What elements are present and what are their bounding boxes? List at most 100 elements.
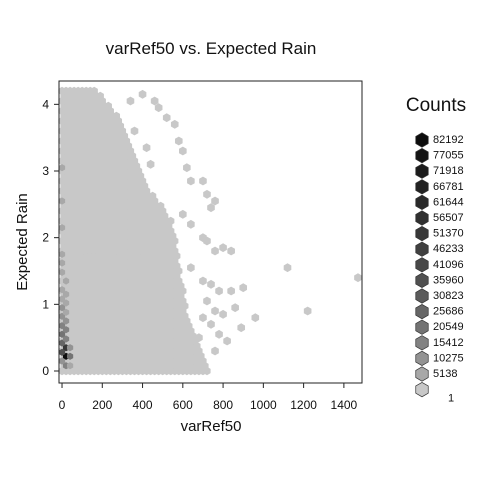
legend-label: 56507: [433, 212, 464, 224]
hex-bin-outlier: [203, 189, 211, 199]
hex-bin-outlier: [199, 176, 207, 186]
hex-bin-outlier: [130, 126, 139, 136]
hex-bin-outlier: [231, 303, 239, 313]
legend-swatch: [415, 303, 429, 320]
hex-bin-dense: [58, 322, 66, 330]
hex-bin-outlier: [207, 319, 215, 329]
legend-label: 15412: [433, 337, 464, 349]
x-tick-label: 1400: [331, 398, 358, 412]
x-axis-label: varRef50: [181, 418, 242, 435]
hex-bin: [96, 91, 104, 101]
hex-bin-outlier: [251, 313, 260, 323]
hex-bin-dense: [58, 286, 66, 294]
legend-label: 61644: [433, 196, 464, 208]
legend-swatch: [415, 147, 429, 164]
legend-swatch: [415, 179, 429, 195]
hex-bin-outlier: [195, 333, 203, 343]
legend-swatch: [415, 319, 429, 335]
hex-bin-outlier: [142, 143, 151, 153]
hex-bin-outlier: [150, 96, 159, 106]
legend-swatch: [415, 210, 429, 226]
legend-swatch: [415, 225, 429, 242]
hex-bin-outlier: [227, 246, 235, 256]
hex-bin-outlier: [187, 263, 195, 273]
hex-bin-outlier: [183, 163, 191, 173]
x-tick-label: 1000: [250, 398, 277, 412]
legend-label: 82192: [433, 134, 464, 146]
hex-bin: [167, 216, 175, 226]
legend-swatch: [415, 381, 429, 398]
legend-swatch: [415, 366, 429, 382]
legend-label: 51370: [433, 228, 464, 240]
hex-bin-outlier: [303, 306, 312, 316]
legend-label: 41096: [433, 259, 464, 271]
hex-bin: [104, 101, 112, 111]
hex-bin-outlier: [211, 306, 219, 316]
y-tick-label: 2: [42, 231, 49, 245]
hex-bin-outlier: [207, 279, 215, 289]
hex-bin-dense: [58, 348, 66, 356]
hex-bin-dense: [62, 277, 70, 285]
hex-bin-outlier: [162, 113, 171, 123]
hex-bin-dense: [58, 164, 66, 172]
hex-bin-dense: [58, 330, 66, 338]
hex-bin-outlier: [219, 243, 227, 253]
hex-bin-outlier: [187, 219, 195, 229]
hex-bin-dense: [58, 268, 66, 276]
legend-swatch: [415, 194, 429, 211]
x-axis: 0 200 400 600 800 1000 1200 1400: [59, 383, 358, 412]
hex-bin-outlier: [170, 119, 179, 129]
legend-label: 77055: [433, 150, 464, 162]
hex-bin-outlier: [154, 103, 163, 113]
legend-label: 46233: [433, 243, 464, 255]
hex-bin-dense: [62, 308, 70, 316]
hex-bin-outlier: [227, 286, 235, 296]
hex-bin-outlier: [215, 286, 223, 296]
hex-bin-outlier: [138, 89, 147, 99]
hex-bin-dense: [66, 352, 74, 360]
hex-bin-outlier: [211, 346, 219, 356]
legend-swatch: [415, 163, 429, 179]
hex-bin-outlier: [146, 159, 155, 169]
hex-bin-outlier: [174, 136, 183, 146]
y-tick-label: 0: [42, 364, 49, 378]
hex-bin-outlier: [211, 246, 219, 256]
hex-bin-outlier: [223, 336, 231, 346]
hex-bin-dense: [62, 326, 70, 334]
x-tick-label: 600: [173, 398, 193, 412]
hex-bin-dense: [58, 295, 66, 303]
hex-bin-dense: [58, 197, 66, 205]
hex-bin-outlier: [207, 203, 215, 213]
hex-bin-dense: [58, 304, 66, 312]
legend-swatch: [415, 350, 429, 367]
legend-label: 20549: [433, 321, 464, 333]
hex-bin-outlier: [215, 329, 223, 339]
x-tick-label: 200: [92, 398, 112, 412]
hex-bin-dense: [62, 299, 70, 307]
hex-bin-outlier: [283, 263, 292, 273]
hex-bin-dense: [62, 290, 70, 298]
hex-bin-outlier: [354, 273, 362, 283]
legend-label: 30823: [433, 290, 464, 302]
legend-swatch: [415, 132, 429, 148]
hex-bin: [90, 86, 98, 96]
hex-bin-outlier: [179, 146, 187, 156]
legend-swatch: [415, 288, 429, 304]
hex-bin-dense: [58, 357, 66, 365]
hex-bin-dense: [62, 317, 70, 325]
y-tick-label: 3: [42, 164, 49, 178]
hex-bin-outlier: [211, 196, 219, 206]
hex-bin-dense: [58, 312, 66, 320]
hex-bin-outlier: [199, 276, 207, 286]
hex-bin-outlier: [239, 283, 248, 293]
x-tick-label: 1200: [290, 398, 317, 412]
hex-bin-outlier: [203, 236, 211, 246]
x-tick-label: 400: [133, 398, 153, 412]
hex-bin: [157, 201, 165, 211]
plot-frame: [58, 80, 363, 384]
legend-label: 5138: [433, 368, 457, 380]
y-tick-label: 4: [42, 97, 49, 111]
y-axis: 0 1 2 3 4: [42, 97, 59, 378]
hex-bin-dense: [58, 224, 66, 232]
